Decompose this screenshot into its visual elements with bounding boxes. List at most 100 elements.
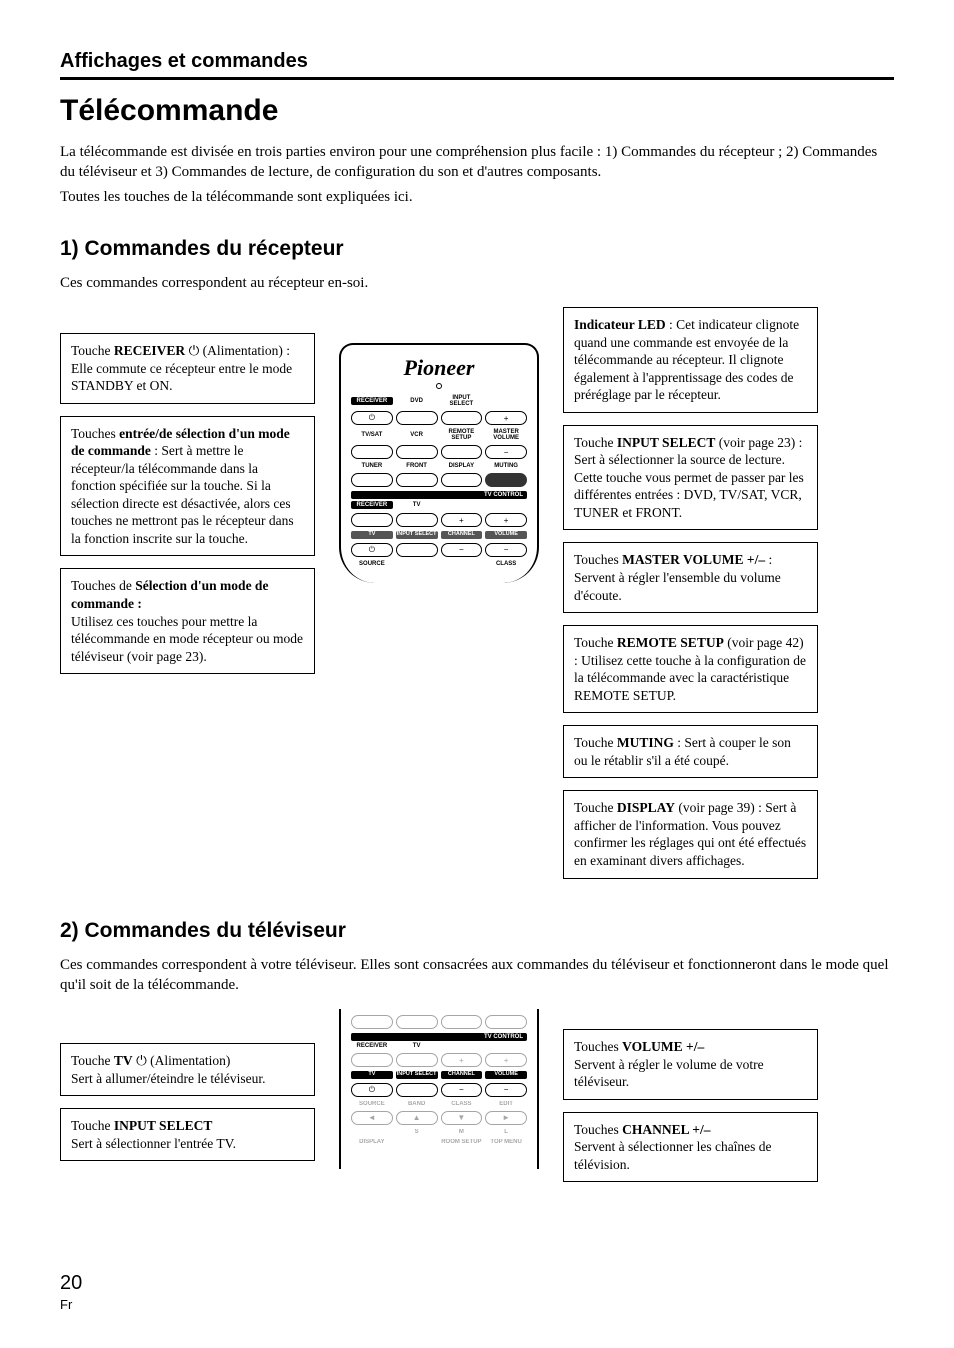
- btn: [351, 1053, 393, 1067]
- t: Elle commute ce récepteur entre le mode …: [71, 361, 292, 394]
- t: Touche: [71, 343, 114, 358]
- t: Touches: [574, 1039, 622, 1054]
- lbl: SOURCE: [351, 1101, 393, 1107]
- led-icon: [436, 383, 442, 389]
- t: Touche: [71, 1053, 114, 1068]
- lbl: TUNER: [351, 463, 393, 469]
- lbl: RECEIVER: [351, 501, 393, 509]
- lbl: S: [396, 1129, 438, 1135]
- lbl: L: [485, 1129, 527, 1135]
- btn-display: [441, 473, 483, 487]
- section1-intro: Ces commandes correspondent au récepteur…: [60, 273, 894, 293]
- t: ⏻ (Alimentation) :: [185, 343, 290, 358]
- btn-tvvol-up: +: [485, 513, 527, 527]
- section2-intro: Ces commandes correspondent à votre télé…: [60, 955, 894, 996]
- btn-dvd: [396, 411, 438, 425]
- btn-tvvol-dn: −: [485, 543, 527, 557]
- intro-para-2: Toutes les touches de la télécommande so…: [60, 187, 894, 207]
- t: Touches: [574, 1122, 622, 1137]
- t: Servent à régler le volume de votre télé…: [574, 1057, 764, 1090]
- callout-muting: Touche MUTING : Sert à couper le son ou …: [563, 725, 818, 778]
- tv-control-bar-2: TV CONTROL: [351, 1033, 527, 1041]
- t: Touche: [574, 435, 617, 450]
- t: Servent à sélectionner les chaînes de té…: [574, 1139, 772, 1172]
- lbl: DVD: [396, 398, 438, 404]
- btn-tv-input: [396, 543, 438, 557]
- callout-led: Indicateur LED : Cet indicateur clignote…: [563, 307, 818, 413]
- btn-tv-input-2: [396, 1083, 438, 1097]
- t: Touche: [71, 1118, 114, 1133]
- t: Touche: [574, 800, 617, 815]
- btn-vol-dn-2: −: [485, 1083, 527, 1097]
- callout-tv-power: Touche TV ⏻ (Alimentation) Sert à allume…: [60, 1043, 315, 1096]
- btn-vcr: [396, 445, 438, 459]
- btn-tv-power: ⏻: [351, 543, 393, 557]
- section2-heading: 2) Commandes du téléviseur: [60, 919, 894, 943]
- lbl: MASTER VOLUME: [485, 429, 527, 441]
- t: Indicateur LED: [574, 317, 666, 332]
- callout-tv-input-select: Touche INPUT SELECT Sert à sélectionner …: [60, 1108, 315, 1161]
- btn: ►: [485, 1111, 527, 1125]
- btn-remote-setup: [441, 445, 483, 459]
- lbl: RECEIVER: [351, 397, 393, 405]
- t: REMOTE SETUP: [617, 635, 724, 650]
- remote-body-2: TV CONTROL RECEIVERTV ++ TVINPUT SELECTC…: [339, 1009, 539, 1169]
- t: Sert à sélectionner l'entrée TV.: [71, 1136, 236, 1151]
- btn-ch-dn-2: −: [441, 1083, 483, 1097]
- btn-ch-dn: −: [441, 543, 483, 557]
- btn-vol-up: +: [485, 411, 527, 425]
- btn-vol-up-2: +: [485, 1053, 527, 1067]
- section2-row: Touche TV ⏻ (Alimentation) Sert à allume…: [60, 1009, 894, 1182]
- lbl: BAND: [396, 1101, 438, 1107]
- lbl: VOLUME: [485, 1071, 527, 1079]
- btn-receiver: ⏻: [351, 411, 393, 425]
- lbl: CLASS: [441, 1101, 483, 1107]
- callout-input-select: Touche INPUT SELECT (voir page 23) : Ser…: [563, 425, 818, 531]
- t: Sert à allumer/éteindre le téléviseur.: [71, 1071, 266, 1086]
- lbl: MUTING: [485, 463, 527, 469]
- lbl: TV: [351, 531, 393, 539]
- lbl: DISPLAY: [441, 463, 483, 469]
- lbl: INPUT SELECT: [441, 395, 483, 407]
- btn: ◄: [351, 1111, 393, 1125]
- t: VOLUME +/–: [622, 1039, 704, 1054]
- t: DISPLAY: [617, 800, 675, 815]
- lbl: TOP MENU: [485, 1139, 527, 1145]
- lbl: INPUT SELECT: [396, 531, 438, 539]
- page-lang: Fr: [60, 1297, 82, 1312]
- btn-input-select: [441, 411, 483, 425]
- btn: ▼: [441, 1111, 483, 1125]
- page-footer: 20 Fr: [60, 1272, 82, 1312]
- btn-front: [396, 473, 438, 487]
- lbl: FRONT: [396, 463, 438, 469]
- callout-remote-setup: Touche REMOTE SETUP (voir page 42) : Uti…: [563, 625, 818, 713]
- callout-input-mode: Touches entrée/de sélection d'un mode de…: [60, 416, 315, 557]
- lbl: ROOM SETUP: [441, 1139, 483, 1145]
- chapter-heading: Affichages et commandes: [60, 50, 894, 80]
- t: Touche: [574, 635, 617, 650]
- section1-heading: 1) Commandes du récepteur: [60, 237, 894, 261]
- btn-muting: [485, 473, 527, 487]
- page-number: 20: [60, 1272, 82, 1295]
- section2-right-col: Touches VOLUME +/– Servent à régler le v…: [563, 1029, 818, 1182]
- lbl: EDIT: [485, 1101, 527, 1107]
- lbl: VCR: [396, 432, 438, 438]
- lbl: VOLUME: [485, 531, 527, 539]
- callout-master-volume: Touches MASTER VOLUME +/– : Servent à ré…: [563, 542, 818, 613]
- t: Touches: [574, 552, 622, 567]
- btn-faded: [396, 1015, 438, 1029]
- section1-row: Touche RECEIVER ⏻ (Alimentation) : Elle …: [60, 307, 894, 879]
- t: Touche: [574, 735, 617, 750]
- section1-right-col: Indicateur LED : Cet indicateur clignote…: [563, 307, 818, 879]
- section2-left-col: Touche TV ⏻ (Alimentation) Sert à allume…: [60, 1043, 315, 1161]
- lbl: DISPLAY: [351, 1139, 393, 1145]
- callout-display: Touche DISPLAY (voir page 39) : Sert à a…: [563, 790, 818, 878]
- lbl: CHANNEL: [441, 1071, 483, 1079]
- btn-tv-power-2: ⏻: [351, 1083, 393, 1097]
- t: Touches de: [71, 578, 135, 593]
- t: TV: [114, 1053, 133, 1068]
- remote-body: Pioneer RECEIVERDVDINPUT SELECT ⏻+ TV/SA…: [339, 343, 539, 583]
- btn-ch-up: +: [441, 513, 483, 527]
- lbl: INPUT SELECT: [396, 1071, 438, 1079]
- lbl: CHANNEL: [441, 531, 483, 539]
